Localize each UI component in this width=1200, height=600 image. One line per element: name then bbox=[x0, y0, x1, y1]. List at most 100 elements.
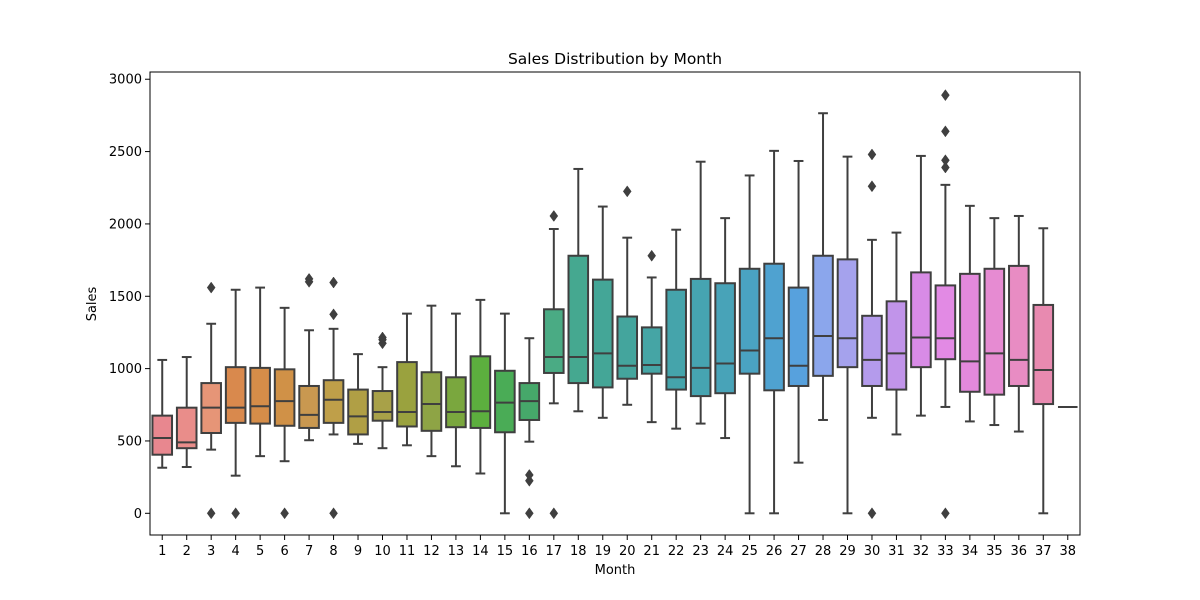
box-month-24 bbox=[714, 217, 736, 440]
box-iqr bbox=[983, 267, 1006, 396]
x-tick-label: 7 bbox=[305, 544, 313, 559]
outlier-point bbox=[525, 507, 534, 520]
box-iqr bbox=[591, 278, 614, 389]
x-tick-label: 12 bbox=[423, 544, 440, 559]
box-month-4 bbox=[224, 288, 247, 520]
box-iqr bbox=[347, 388, 369, 436]
box-iqr bbox=[494, 369, 516, 434]
outlier-point bbox=[549, 507, 559, 520]
outlier-point bbox=[206, 281, 216, 294]
box-iqr bbox=[469, 355, 492, 429]
box-month-9 bbox=[347, 353, 369, 445]
box-iqr bbox=[861, 314, 883, 387]
outlier-point bbox=[941, 89, 950, 102]
box-month-18 bbox=[567, 167, 590, 413]
box-iqr bbox=[322, 379, 345, 424]
y-tick-label: 0 bbox=[134, 507, 142, 522]
box-iqr bbox=[885, 300, 908, 391]
outlier-point bbox=[622, 185, 632, 198]
x-tick-label: 26 bbox=[766, 544, 783, 559]
outlier-point bbox=[647, 249, 657, 262]
box-iqr bbox=[1032, 303, 1055, 406]
x-tick-label: 15 bbox=[497, 544, 514, 559]
box-iqr bbox=[836, 258, 859, 369]
x-tick-label: 6 bbox=[280, 544, 288, 559]
x-tick-label: 16 bbox=[521, 544, 538, 559]
outlier-point bbox=[231, 507, 240, 520]
x-tick-label: 30 bbox=[864, 544, 881, 559]
x-tick-label: 27 bbox=[790, 544, 807, 559]
x-tick-label: 11 bbox=[399, 544, 416, 559]
box-month-2 bbox=[175, 356, 198, 468]
box-iqr bbox=[689, 277, 712, 398]
box-iqr bbox=[910, 271, 932, 369]
x-tick-label: 38 bbox=[1059, 544, 1076, 559]
box-month-21 bbox=[640, 249, 663, 424]
x-tick-label: 13 bbox=[448, 544, 465, 559]
outlier-point bbox=[329, 308, 338, 321]
x-tick-label: 28 bbox=[815, 544, 832, 559]
x-tick-label: 34 bbox=[962, 544, 979, 559]
x-tick-label: 17 bbox=[546, 544, 563, 559]
outlier-point bbox=[867, 148, 877, 161]
outlier-point bbox=[378, 331, 387, 344]
box-iqr bbox=[371, 390, 394, 422]
outlier-point bbox=[867, 180, 877, 193]
box-month-3 bbox=[200, 281, 222, 520]
box-iqr bbox=[249, 366, 271, 425]
box-month-17 bbox=[543, 210, 565, 520]
box-month-35 bbox=[983, 217, 1006, 427]
box-month-7 bbox=[298, 272, 320, 442]
plot-frame bbox=[149, 71, 1081, 536]
x-tick-label: 32 bbox=[913, 544, 930, 559]
outlier-point bbox=[941, 161, 950, 174]
y-axis: 0 500 1000 1500 2000 2500 3000 bbox=[109, 73, 150, 522]
x-tick-label: 23 bbox=[692, 544, 709, 559]
outlier-point bbox=[941, 125, 950, 138]
box-iqr bbox=[298, 384, 320, 429]
outlier-point bbox=[280, 507, 289, 520]
box-iqr bbox=[1008, 264, 1030, 387]
box-month-27 bbox=[787, 159, 810, 464]
x-tick-label: 5 bbox=[256, 544, 264, 559]
box-month-20 bbox=[616, 185, 639, 406]
x-tick-label: 22 bbox=[668, 544, 685, 559]
box-month-29 bbox=[836, 155, 859, 515]
outlier-point bbox=[525, 469, 534, 481]
box-month-34 bbox=[959, 204, 981, 423]
box-iqr bbox=[445, 376, 467, 429]
x-tick-label: 20 bbox=[619, 544, 636, 559]
box-series bbox=[151, 89, 1078, 520]
box-month-31 bbox=[885, 231, 908, 436]
x-tick-label: 3 bbox=[207, 544, 215, 559]
box-month-11 bbox=[396, 312, 418, 447]
box-month-10 bbox=[371, 331, 394, 450]
outlier-point bbox=[941, 154, 950, 167]
x-tick-label: 36 bbox=[1011, 544, 1028, 559]
box-iqr bbox=[934, 284, 957, 361]
y-axis-title: Sales bbox=[85, 286, 100, 321]
x-tick-label: 2 bbox=[183, 544, 191, 559]
box-month-32 bbox=[910, 154, 932, 417]
box-iqr bbox=[151, 414, 174, 456]
box-iqr bbox=[959, 272, 981, 393]
x-tick-label: 21 bbox=[643, 544, 660, 559]
box-month-15 bbox=[494, 312, 516, 515]
box-iqr bbox=[665, 288, 687, 391]
box-iqr bbox=[763, 262, 785, 392]
box-iqr bbox=[273, 368, 296, 427]
x-tick-label: 35 bbox=[986, 544, 1003, 559]
x-tick-label: 9 bbox=[354, 544, 362, 559]
box-month-37 bbox=[1032, 227, 1055, 515]
box-month-26 bbox=[763, 149, 785, 515]
outlier-point bbox=[549, 210, 559, 222]
box-iqr bbox=[224, 366, 247, 424]
x-tick-label: 29 bbox=[839, 544, 856, 559]
box-month-22 bbox=[665, 228, 687, 430]
box-iqr bbox=[396, 361, 418, 428]
x-axis-title: Month bbox=[595, 563, 636, 578]
x-axis: 1 2 3 4 5 6 7 8 9 10 11 12 13 14 15 16 17 18 19 20 21 22 23 24 2… bbox=[158, 535, 1076, 559]
box-month-19 bbox=[591, 205, 614, 419]
box-month-28 bbox=[812, 112, 834, 421]
